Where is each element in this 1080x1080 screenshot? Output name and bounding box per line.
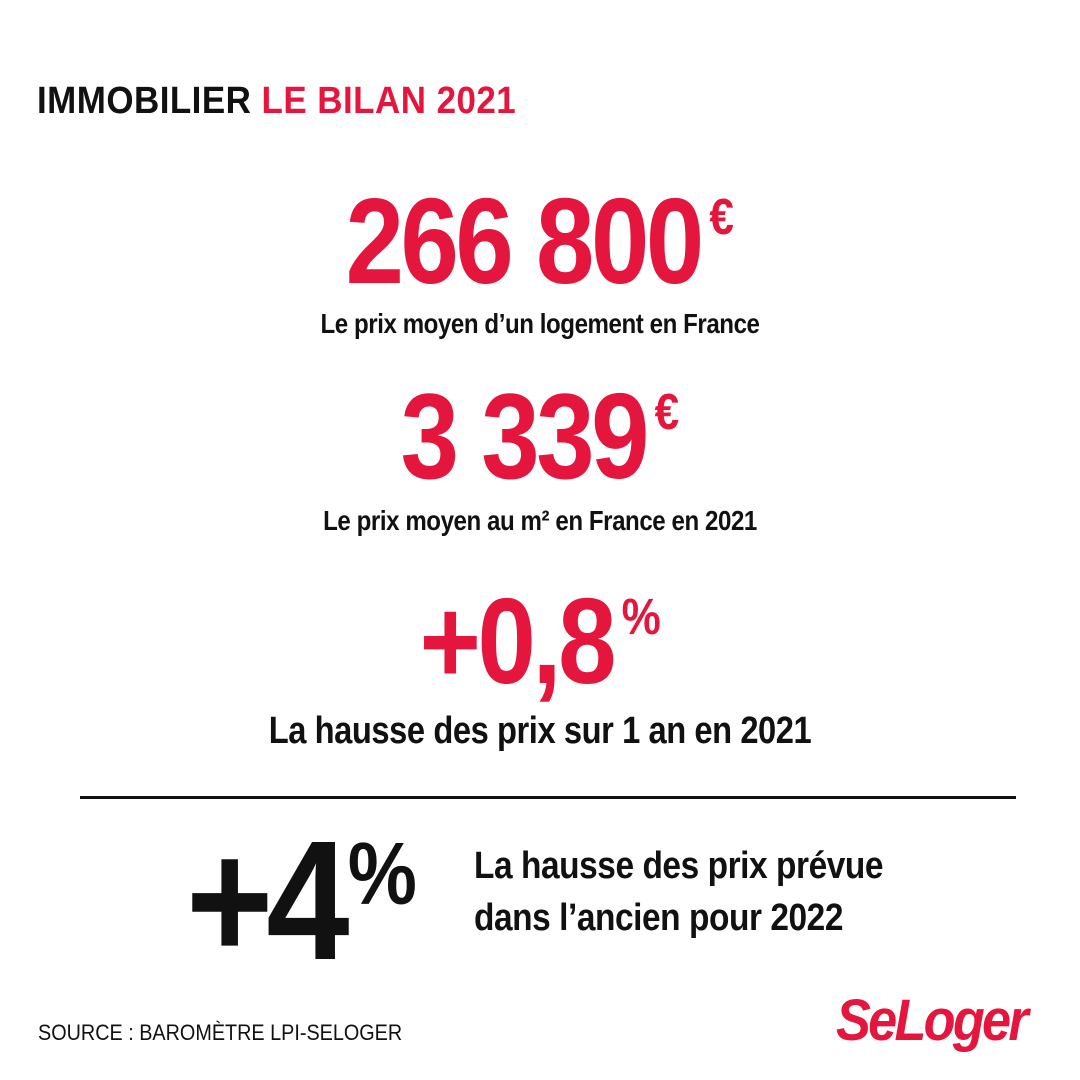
stat-unit: % [621,588,661,646]
stat-price-per-sqm: 3 339 € Le prix moyen au m² en France en … [0,375,1080,537]
stat-annual-increase: +0,8% La hausse des prix sur 1 an en 202… [0,580,1080,753]
stat-value: +0,8% [419,580,660,702]
source-note: SOURCE : BAROMÈTRE LPI-SELOGER [38,1020,403,1045]
forecast-label-line1: La hausse des prix prévue [474,845,884,887]
stat-label: La hausse des prix sur 1 an en 2021 [268,710,812,752]
stat-label: Le prix moyen au m² en France en 2021 [323,505,757,536]
forecast-unit: % [347,824,417,924]
stat-unit: € [654,383,680,441]
forecast-number: +4 [186,806,350,996]
stat-number: 266 800 [345,173,705,309]
stat-value: 266 800 € [346,180,734,302]
forecast-label: La hausse des prix prévue dans l’ancien … [474,840,932,944]
section-divider [80,796,1016,799]
stat-number: +0,8 [419,573,616,709]
page-title: IMMOBILIER LE BILAN 2021 [37,80,516,122]
title-highlight: LE BILAN 2021 [261,80,517,122]
stat-label: Le prix moyen d’un logement en France [320,308,760,339]
stat-unit: € [709,188,735,246]
stat-number: 3 339 [400,368,650,504]
stat-average-price: 266 800 € Le prix moyen d’un logement en … [0,180,1080,340]
forecast-label-line2: dans l’ancien pour 2022 [474,897,844,939]
title-prefix: IMMOBILIER [37,80,252,122]
forecast-value: +4% [186,816,417,986]
seloger-logo: SeLoger [836,988,1029,1053]
stat-value: 3 339 € [401,375,679,497]
